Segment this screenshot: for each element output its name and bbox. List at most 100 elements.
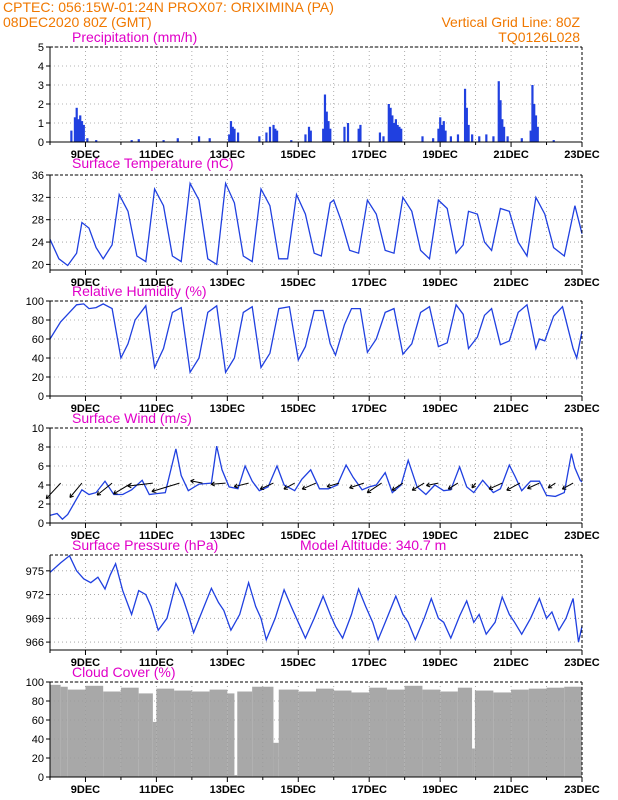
- xtick-label: 15DEC: [281, 403, 317, 415]
- precip-bar: [536, 126, 539, 142]
- wind-arrow: [527, 482, 540, 490]
- wind-arrow: [259, 482, 274, 491]
- precip-bar: [208, 138, 211, 142]
- precip-bar: [325, 111, 328, 142]
- precip-bar: [467, 124, 470, 142]
- wind-arrow: [366, 482, 382, 494]
- wind-arrow: [426, 482, 439, 488]
- precip-bar: [398, 126, 401, 142]
- ytick-label: 2: [38, 99, 44, 111]
- precip-bar: [382, 136, 385, 142]
- xtick-label: 23DEC: [564, 530, 600, 542]
- precip-bar: [228, 134, 231, 142]
- xtick-label: 23DEC: [564, 149, 600, 161]
- xtick-label: 21DEC: [493, 530, 529, 542]
- xtick-label: 9DEC: [71, 277, 100, 289]
- precip-bar: [77, 119, 80, 142]
- ytick-label: 966: [26, 637, 44, 649]
- precip-bar: [309, 130, 312, 142]
- cloud-bar: [234, 775, 238, 777]
- precip-bar: [275, 130, 279, 142]
- precip-bar: [400, 128, 403, 142]
- cloud-bar: [237, 691, 253, 777]
- ytick-label: 0: [38, 518, 44, 530]
- wind-arrow: [210, 481, 226, 487]
- ytick-label: 100: [26, 677, 44, 689]
- cloud-bar: [227, 693, 235, 777]
- precip-bar: [86, 138, 89, 142]
- precip-bar: [346, 123, 350, 142]
- wind-arrow: [96, 482, 113, 496]
- cloud-bar: [152, 721, 157, 777]
- xtick-label: 19DEC: [422, 149, 458, 161]
- header-date: 08DEC2020 80Z (GMT): [3, 14, 152, 30]
- cloud-bar: [120, 687, 139, 777]
- precip-bar: [268, 126, 272, 142]
- precip-bar: [75, 107, 78, 142]
- xtick-label: 17DEC: [351, 277, 387, 289]
- precip-bar: [258, 136, 261, 142]
- xtick-label: 23DEC: [564, 403, 600, 415]
- header-location: CPTEC: 056:15W-01:24N PROX07: ORIXIMINA …: [3, 0, 334, 15]
- precip-bar: [304, 134, 307, 142]
- xtick-label: 11DEC: [139, 530, 174, 542]
- panel-title: Precipitation (mm/h): [72, 29, 197, 45]
- precip-bar: [552, 140, 555, 142]
- precip-bar: [389, 107, 392, 142]
- precip-bar: [442, 121, 445, 142]
- wind-arrow: [349, 482, 365, 490]
- precip-bar: [449, 136, 452, 142]
- precip-bar: [492, 136, 495, 142]
- precip-bar: [499, 100, 502, 142]
- cloud-bar: [67, 689, 86, 777]
- panels: Precipitation (mm/h) 0 1 2 3 4 5 9DEC 11DEC 13DEC…: [26, 29, 600, 796]
- precip-bar: [456, 134, 460, 142]
- panel-title: Surface Pressure (hPa): [72, 537, 218, 553]
- cloud-bar: [252, 686, 274, 777]
- ytick-label: 100: [26, 296, 44, 308]
- precip-bar: [327, 121, 330, 142]
- panel-title: Surface Temperature (nC): [72, 155, 234, 171]
- precip-bar: [432, 138, 435, 142]
- ytick-label: 0: [38, 391, 44, 403]
- wind-arrow: [233, 482, 249, 489]
- cloud-bar: [174, 690, 192, 777]
- xtick-label: 13DEC: [210, 149, 246, 161]
- cloud-bar: [404, 685, 423, 777]
- ytick-label: 3: [38, 80, 44, 92]
- cloud-bar: [278, 689, 299, 777]
- xtick-label: 17DEC: [351, 403, 387, 415]
- xtick-label: 15DEC: [281, 277, 317, 289]
- wind-arrow: [488, 482, 503, 491]
- cloud-bar: [60, 686, 68, 777]
- ytick-label: 2: [38, 499, 44, 511]
- precip-bar: [70, 130, 73, 142]
- cloud-bar: [209, 689, 228, 777]
- xtick-label: 9DEC: [71, 149, 100, 161]
- panel-title: Relative Humidity (%): [72, 283, 207, 299]
- xtick-label: 21DEC: [493, 277, 529, 289]
- precip-bar: [73, 117, 77, 142]
- wind-arrow: [326, 482, 340, 489]
- precip-bar: [533, 104, 536, 142]
- ytick-label: 20: [32, 372, 44, 384]
- precip-bar: [534, 115, 538, 142]
- precip-bar: [463, 88, 467, 142]
- panel-title: Surface Wind (m/s): [72, 410, 192, 426]
- ytick-label: 0: [38, 772, 44, 784]
- xtick-label: 23DEC: [564, 784, 600, 796]
- precip-bar: [391, 115, 394, 142]
- precip-bar: [359, 124, 362, 142]
- precip-bar: [229, 121, 233, 142]
- precip-bar: [323, 94, 327, 142]
- ytick-label: 36: [32, 170, 44, 182]
- precip-bar: [394, 119, 397, 142]
- panel-0: Precipitation (mm/h) 0 1 2 3 4 5 9DEC 11DEC 13DEC…: [38, 29, 600, 161]
- xtick-label: 11DEC: [139, 277, 174, 289]
- precip-bar: [274, 128, 277, 142]
- ytick-label: 5: [38, 42, 44, 54]
- wind-arrow: [391, 482, 404, 491]
- ytick-label: 4: [38, 480, 44, 492]
- ytick-label: 975: [26, 566, 44, 578]
